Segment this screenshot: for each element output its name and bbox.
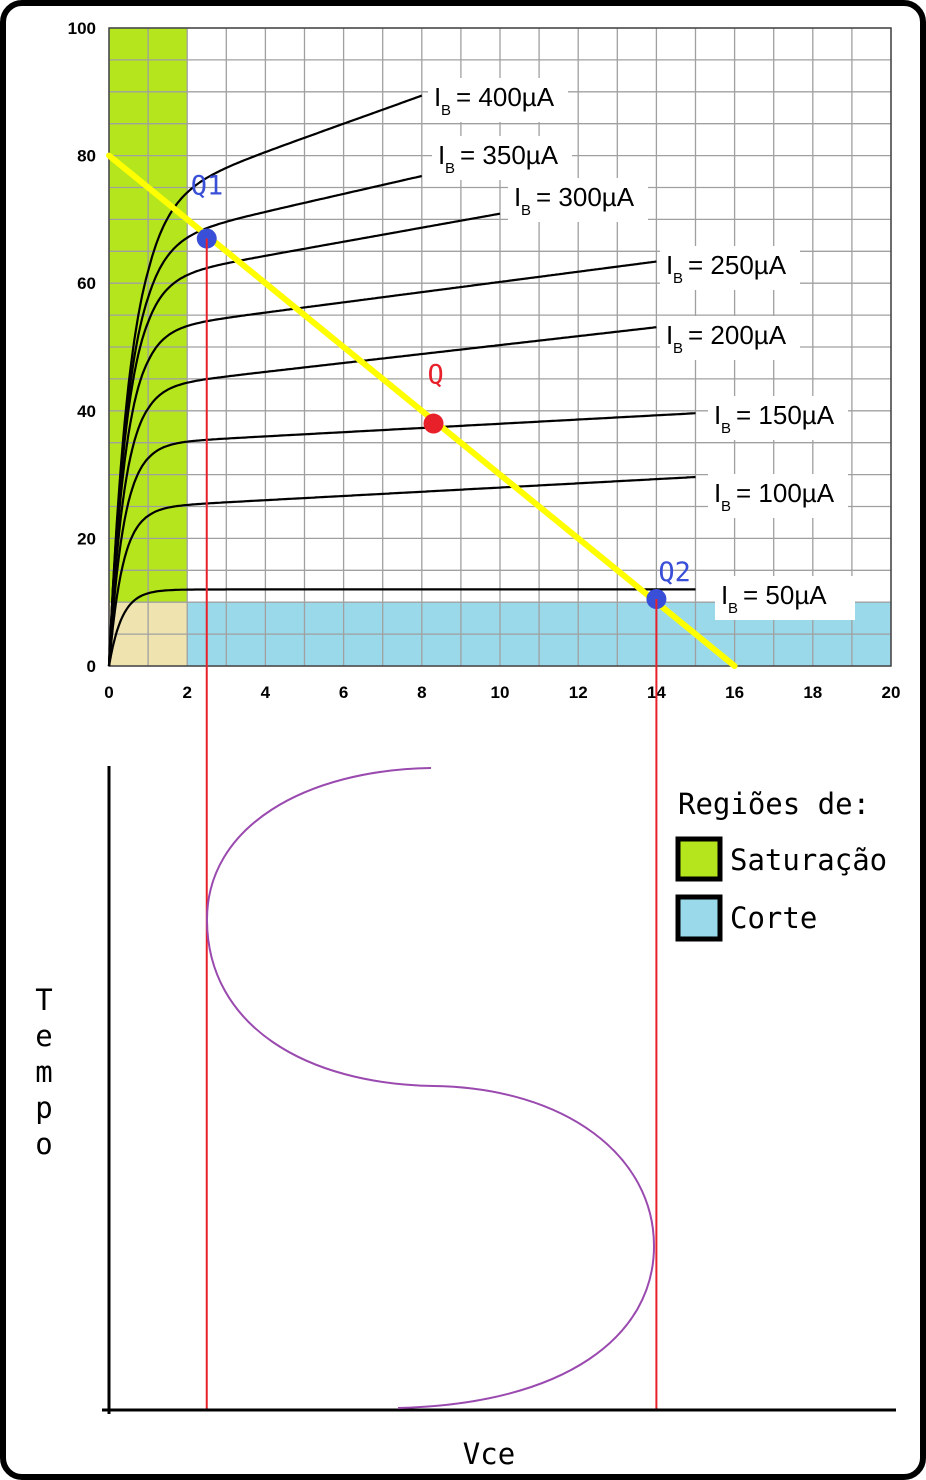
x-tick-label: 14 [647,683,666,702]
operating-point-q [423,413,444,434]
ib-label-subscript: B [721,498,731,515]
ib-label-value: = 50µA [743,580,827,610]
tempo-letter: p [35,1091,52,1125]
ib-label-symbol: I [714,400,721,430]
ib-label-subscript: B [445,160,455,177]
x-tick-label: 16 [725,683,744,702]
operating-points: Q1 Q Q2 [191,171,691,610]
ib-label-background [708,396,848,440]
ib-label-value: = 400µA [456,82,555,112]
ib-curve [107,326,657,667]
ib-curve [107,260,657,667]
ib-curve [107,94,423,667]
ib-label-subscript: B [673,340,683,357]
ib-label-symbol: I [721,580,728,610]
ib-curve-label: I B = 100µA [708,474,848,518]
ib-curve [107,174,423,667]
ib-label-value: = 200µA [688,320,787,350]
ib-label-background [432,136,572,180]
ib-curve-label: I B = 250µA [660,246,800,290]
tempo-letter: o [35,1127,52,1161]
x-tick-label: 20 [882,683,901,702]
legend-swatch-cutoff [675,894,723,942]
ib-label-symbol: I [666,320,673,350]
ib-curve-label: I B = 400µA [428,78,568,122]
ib-label-symbol: I [434,82,441,112]
ib-label-subscript: B [521,202,531,219]
ib-curve-label: I B = 50µA [715,576,855,620]
ib-label-symbol: I [666,250,673,280]
ib-curve-label: I B = 300µA [508,178,648,222]
ib-label-symbol: I [514,182,521,212]
y-tick-label: 40 [77,402,96,421]
x-tick-label: 10 [491,683,510,702]
tempo-letter: T [35,983,52,1017]
x-tick-label: 12 [569,683,588,702]
ib-label-background [708,474,848,518]
x-tick-label: 0 [104,683,113,702]
ib-label-background [428,78,568,122]
ib-label-background [508,178,648,222]
ib-label-symbol: I [714,478,721,508]
operating-point-q1 [196,228,217,249]
y-tick-label: 100 [68,19,96,38]
ib-label-background [660,316,800,360]
vce-axis-label: Vce [463,1437,515,1471]
legend-swatch-saturation [675,836,723,882]
legend-label-cutoff: Corte [730,901,817,935]
operating-point-q2 [646,589,667,610]
x-axis-ticks: 0 2 4 6 8 10 12 14 16 18 20 [104,683,900,702]
vce-waveform-curve [205,767,656,1409]
ib-label-background [660,246,800,290]
ib-curve-label: I B = 150µA [708,396,848,440]
ib-label-subscript: B [721,420,731,437]
ib-label-value: = 100µA [736,478,835,508]
x-tick-label: 18 [803,683,822,702]
ib-curve [107,212,501,667]
ib-label-subscript: B [441,102,451,119]
ib-label-value: = 350µA [460,140,559,170]
operating-point-label: Q2 [658,557,691,588]
y-tick-label: 0 [87,657,96,676]
x-tick-label: 8 [417,683,426,702]
legend: Regiões de: Saturação Corte [675,787,887,942]
x-tick-label: 4 [261,683,271,702]
tempo-letter: m [35,1055,52,1089]
y-tick-label: 60 [77,274,96,293]
ib-curve-label: I B = 200µA [660,316,800,360]
legend-label-saturation: Saturação [730,843,887,877]
ib-label-symbol: I [438,140,445,170]
ib-label-value: = 250µA [688,250,787,280]
ib-label-value: = 300µA [536,182,635,212]
tempo-letter: e [35,1019,52,1053]
ib-curve-label: I B = 350µA [432,136,572,180]
x-tick-label: 2 [182,683,191,702]
operating-point-label: Q [428,360,444,391]
ib-label-subscript: B [728,600,738,617]
y-axis-ticks: 0 20 40 60 80 100 [68,19,96,676]
y-tick-label: 80 [77,147,96,166]
y-tick-label: 20 [77,529,96,548]
x-tick-label: 6 [339,683,348,702]
plot-border [108,27,892,667]
ib-label-value: = 150µA [736,400,835,430]
operating-point-label: Q1 [191,171,224,202]
legend-title: Regiões de: [678,787,870,821]
ib-label-subscript: B [673,270,683,287]
ib-label-background [715,576,855,620]
